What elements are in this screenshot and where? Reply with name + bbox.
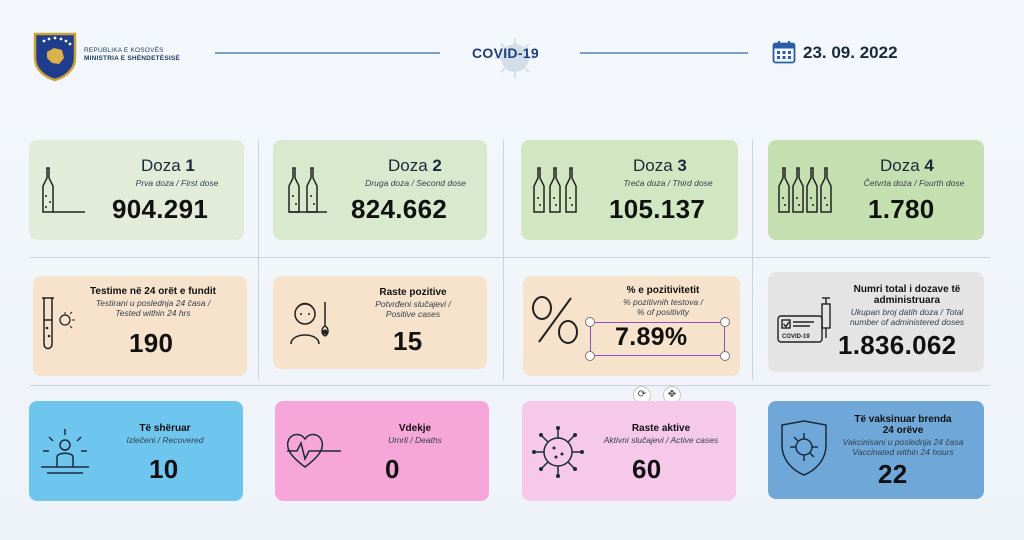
sunrise-person-icon: [41, 429, 89, 474]
dose1-number: 1: [185, 156, 195, 175]
grid-divider: [752, 140, 753, 380]
deaths-card: Vdekje Umrli / Deaths 0: [275, 401, 489, 501]
dose4-title: Doza 4: [880, 156, 934, 176]
dose3-label: Doza: [633, 156, 673, 175]
dose4-number: 4: [924, 156, 934, 175]
dose2-subtitle: Druga doza / Second dose: [365, 178, 466, 188]
vaccinated-subtitle-1: Vakcinisani u poslednja 24 časa: [842, 437, 964, 447]
dose3-title: Doza 3: [633, 156, 687, 176]
total-doses-card: COVID-19 Numri total i dozave të adminis…: [768, 272, 984, 372]
page-title: COVID-19: [472, 45, 539, 61]
recovered-card: Të shëruar Izlečeni / Recovered 10: [29, 401, 243, 501]
recovered-title: Të shëruar: [139, 423, 191, 434]
sick-person-icon: [290, 302, 329, 345]
vaccinated-title-1: Të vaksinuar brenda: [854, 414, 952, 425]
deaths-subtitle: Umrli / Deaths: [388, 435, 442, 445]
dose1-value: 904.291: [112, 194, 209, 224]
tests-subtitle-1: Testirani u poslednja 24 časa /: [95, 298, 211, 308]
dose1-subtitle: Prva doza / First dose: [135, 178, 219, 188]
deaths-value: 0: [385, 454, 400, 484]
positive-value: 15: [393, 326, 423, 356]
positive-title: Raste pozitive: [379, 287, 447, 298]
grid-divider: [258, 140, 259, 380]
test-tube-icon: [42, 297, 75, 350]
total-doses-title-1: Numri total i dozave të: [853, 284, 961, 295]
total-doses-subtitle-2: number of administered doses: [849, 317, 965, 327]
tests-value: 190: [129, 328, 174, 358]
active-title: Raste aktive: [631, 423, 691, 434]
shield-virus-icon: [781, 420, 827, 476]
dose4-value: 1.780: [868, 194, 935, 224]
dose4-card: Doza 4 Četvrta doza / Fourth dose 1.780: [768, 140, 984, 240]
ministry-line2: MINISTRIA E SHËNDETËSISË: [84, 55, 180, 62]
grid-divider: [30, 385, 990, 386]
active-card: Raste aktive Aktivni slučajevi / Active …: [522, 401, 736, 501]
dose1-title: Doza 1: [141, 156, 195, 176]
dose2-title: Doza 2: [388, 156, 442, 176]
dose3-value: 105.137: [609, 194, 706, 224]
certificate-label: COVID-19: [782, 334, 810, 340]
total-doses-value: 1.836.062: [838, 330, 957, 360]
kosovo-coat-of-arms-icon: [33, 32, 77, 82]
deaths-title: Vdekje: [398, 423, 432, 434]
header-divider-right: [580, 52, 748, 54]
resize-handle-bottom-right[interactable]: [720, 351, 730, 361]
heartbeat-icon: [286, 433, 341, 468]
grid-divider: [30, 257, 990, 258]
resize-handle-bottom-left[interactable]: [585, 351, 595, 361]
dose2-label: Doza: [388, 156, 428, 175]
vaccinated-title-2: 24 orëve: [882, 425, 924, 436]
tests-subtitle-2: Tested within 24 hrs: [115, 308, 191, 318]
dose2-card: Doza 2 Druga doza / Second dose 824.662: [273, 140, 487, 240]
ampoule-icon: [42, 167, 85, 213]
text-selection-box[interactable]: 7.89%: [590, 322, 725, 356]
total-doses-subtitle-1: Ukupan broj datih doza / Total: [850, 307, 964, 317]
recovered-subtitle: Izlečeni / Recovered: [126, 435, 204, 445]
ministry-line1: REPUBLIKA E KOSOVËS: [84, 47, 164, 54]
dose4-label: Doza: [880, 156, 920, 175]
positive-card: Raste pozitive Potvrđeni slučajevi / Pos…: [273, 276, 487, 369]
report-date: 23. 09. 2022: [803, 43, 898, 62]
dose3-subtitle: Treća doza / Third dose: [623, 178, 713, 188]
positive-subtitle-2: Positive cases: [385, 309, 441, 319]
dose2-number: 2: [432, 156, 442, 175]
positivity-subtitle-2: % of positivity: [637, 307, 689, 317]
virus-icon: [495, 38, 535, 78]
dose1-card: Doza 1 Prva doza / First dose 904.291: [29, 140, 244, 240]
recovered-value: 10: [149, 454, 179, 484]
tests-title: Testime në 24 orët e fundit: [90, 286, 216, 297]
dose1-label: Doza: [141, 156, 181, 175]
active-value: 60: [632, 454, 662, 484]
positivity-value[interactable]: 7.89%: [615, 323, 688, 351]
vaccinated-value: 22: [878, 459, 908, 489]
positivity-title: % e pozitivitetit: [626, 285, 700, 296]
move-icon[interactable]: ✥: [663, 386, 681, 404]
ampoule-icon: [288, 167, 327, 213]
positive-subtitle-1: Potvrđeni slučajevi /: [375, 299, 451, 309]
dose4-subtitle: Četvrta doza / Fourth dose: [863, 178, 965, 188]
tests-card: Testime në 24 orët e fundit Testirani u …: [33, 276, 247, 376]
positivity-subtitle-1: % pozitivnih testova /: [623, 297, 703, 307]
dose2-value: 824.662: [351, 194, 448, 224]
resize-handle-top-left[interactable]: [585, 317, 595, 327]
positivity-card: % e pozitivitetit % pozitivnih testova /…: [523, 276, 740, 376]
percent-icon: [532, 296, 578, 344]
certificate-syringe-icon: COVID-19: [777, 297, 831, 343]
active-subtitle: Aktivni slučajevi / Active cases: [603, 435, 719, 445]
virus-icon: [532, 426, 584, 478]
vaccinated-card: Të vaksinuar brenda 24 orëve Vakcinisani…: [768, 401, 984, 499]
resize-handle-top-right[interactable]: [720, 317, 730, 327]
ampoule-icon: [533, 167, 577, 213]
header-divider-left: [215, 52, 440, 54]
total-doses-title-2: administruara: [873, 295, 941, 306]
dose3-number: 3: [677, 156, 687, 175]
calendar-icon: [772, 41, 796, 64]
dose3-card: Doza 3 Treća doza / Third dose 105.137: [521, 140, 738, 240]
ampoule-icon: [778, 167, 832, 213]
vaccinated-subtitle-2: Vaccinated within 24 hours: [852, 447, 954, 457]
grid-divider: [503, 140, 504, 380]
ministry-name: REPUBLIKA E KOSOVËS MINISTRIA E SHËNDETË…: [84, 47, 180, 63]
